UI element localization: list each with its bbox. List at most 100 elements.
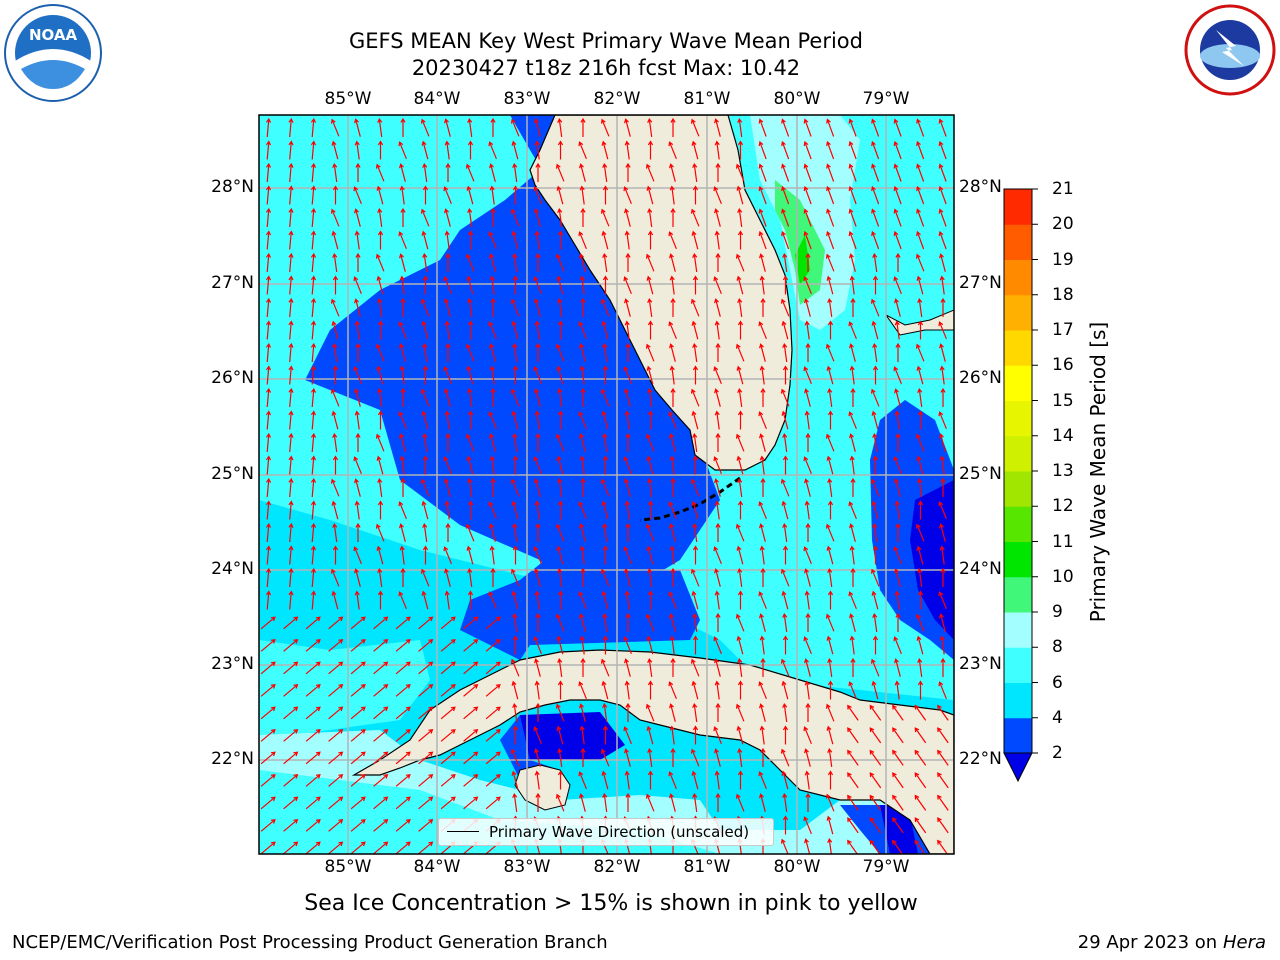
wave-arrow [714,658,721,677]
wave-arrow [602,635,609,655]
wave-arrow [805,432,811,452]
wave-arrow [737,117,743,137]
legend-label: Primary Wave Direction (unscaled) [489,823,750,841]
wave-arrow [737,567,743,587]
wave-arrow [624,568,631,587]
wave-arrow [668,591,677,610]
wave-arrow [827,747,833,767]
wave-arrow [782,275,789,295]
wave-arrow [310,185,317,205]
wave-arrow [826,815,834,835]
wave-arrow [916,208,925,227]
wave-arrow [646,455,654,475]
wave-arrow [328,616,344,630]
wave-arrow [781,320,789,340]
wave-arrow [421,410,429,430]
wave-arrow [535,792,541,812]
lat-label-left: 25°N [211,464,254,484]
wave-arrow [490,477,496,497]
wave-arrow [825,793,835,812]
wave-arrow [892,817,904,834]
wave-arrow [645,613,655,632]
wave-arrow [354,590,360,610]
wave-arrow [760,747,766,767]
wave-arrow [825,703,835,722]
wave-arrow [760,477,766,497]
wave-arrow [332,275,339,295]
wave-arrow [690,118,700,137]
wave-arrow [624,118,631,137]
wave-arrow [555,163,565,182]
wave-arrow [440,616,456,630]
wave-arrow [804,658,811,677]
wave-arrow [737,500,744,520]
wave-arrow [377,320,384,340]
wave-arrow [872,275,879,295]
wave-arrow [422,185,429,205]
wave-arrow [534,320,540,340]
wave-arrow [691,140,699,160]
wave-arrow [624,298,631,317]
wave-arrow [803,276,812,295]
wave-arrow [668,771,677,790]
wave-arrow [600,658,610,677]
wave-arrow [443,366,452,385]
wave-arrow [825,613,835,632]
wave-arrow [691,410,699,430]
wave-arrow [645,163,655,182]
wave-arrow [894,410,900,430]
wave-arrow [781,500,789,520]
wave-arrow [869,839,881,854]
wave-arrow [915,253,925,272]
wave-arrow [669,703,676,722]
wave-arrow [467,207,473,227]
wave-arrow [737,140,744,160]
footer-branch: NCEP/EMC/Verification Post Processing Pr… [12,932,608,953]
wave-arrow [580,387,586,407]
wave-arrow [399,545,405,565]
wave-arrow [420,568,430,587]
wave-arrow [848,140,857,160]
colorbar-tick-label: 2 [1052,743,1063,763]
wave-arrow [579,613,586,632]
wave-arrow [691,500,699,520]
wave-arrow [692,185,699,205]
wave-arrow [260,706,276,720]
lat-label-left: 27°N [211,273,254,293]
wave-arrow [692,275,699,295]
wave-arrow [375,253,385,272]
wave-arrow [490,567,496,587]
wave-arrow [534,770,540,790]
wave-arrow [892,772,904,789]
wave-arrow [625,162,631,182]
wave-arrow [939,433,946,452]
wave-arrow [782,455,789,475]
wave-arrow [398,231,407,250]
wave-arrow [534,298,541,317]
period-9-10-band [775,180,825,305]
wave-arrow [265,342,272,363]
wave-arrow [827,320,834,340]
wave-arrow [557,320,564,340]
wave-arrow [350,841,366,854]
wave-arrow [535,162,541,182]
colorbar-label: Primary Wave Mean Period [s] [1086,321,1110,623]
wave-arrow [871,118,880,137]
colorbar-segment [1004,717,1032,754]
lon-label-bottom: 83°W [503,857,551,877]
wave-arrow [579,253,586,272]
wave-arrow [601,140,609,160]
wave-arrow [916,163,925,182]
wave-arrow [328,728,344,742]
wave-arrow [376,185,384,205]
wave-arrow [601,500,609,520]
wave-arrow [533,276,542,295]
wave-arrow [781,163,790,182]
wave-arrow [512,612,518,632]
wave-arrow [803,366,812,385]
wave-arrow [759,523,766,542]
wave-arrow [624,590,630,610]
wave-arrow [692,635,699,655]
wave-arrow [283,638,299,652]
